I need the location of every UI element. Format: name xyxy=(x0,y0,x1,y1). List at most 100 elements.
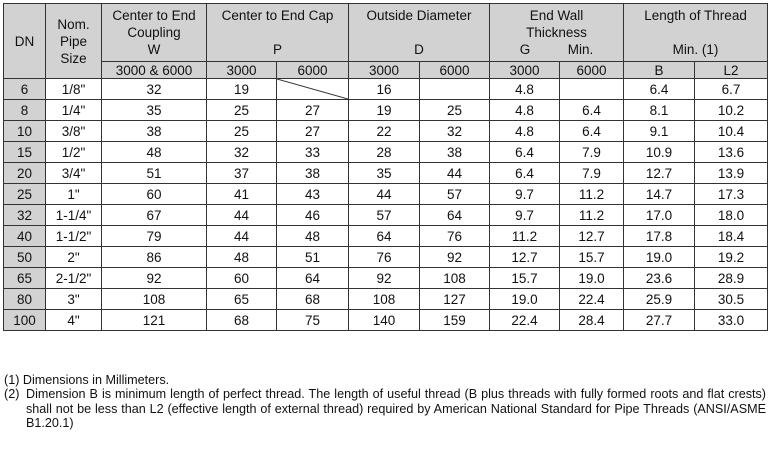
cell-w: 121 xyxy=(101,309,207,331)
cell-d6000: 64 xyxy=(419,204,491,226)
cell-p6000: 27 xyxy=(275,99,350,121)
cell-d6000: 57 xyxy=(419,183,491,205)
header-length-of-thread: Length of Thread Min. (1) xyxy=(623,3,769,62)
cell-w: 108 xyxy=(101,288,207,310)
cell-g6000: 12.7 xyxy=(559,225,625,247)
cell-p6000: 48 xyxy=(275,225,350,247)
cell-l2: 13.9 xyxy=(694,162,769,184)
header-center-to-end-cap: Center to End Cap P xyxy=(205,3,350,62)
cell-p3000: 60 xyxy=(206,267,277,289)
cell-p3000: 19 xyxy=(206,78,277,100)
cell-size: 1/4" xyxy=(45,99,102,121)
subheader-p-6000: 6000 xyxy=(275,61,350,79)
cell-b: 17.0 xyxy=(623,204,696,226)
cell-b: 10.9 xyxy=(623,141,696,163)
table-row: 20 3/4" 51 37 38 35 44 6.4 7.9 12.7 13.9 xyxy=(3,162,769,184)
cell-size: 1-1/4" xyxy=(45,204,102,226)
cell-w: 32 xyxy=(101,78,207,100)
cell-p6000: 64 xyxy=(275,267,350,289)
cell-g3000: 6.4 xyxy=(489,141,561,163)
cell-g6000 xyxy=(559,78,625,100)
cell-w: 86 xyxy=(101,246,207,268)
header-dn: DN xyxy=(3,3,46,79)
subheader-l2: L2 xyxy=(694,61,769,79)
cell-p6000: 43 xyxy=(275,183,350,205)
cell-b: 25.9 xyxy=(623,288,696,310)
cell-dn: 8 xyxy=(3,99,46,121)
cell-l2: 28.9 xyxy=(694,267,769,289)
subheader-d-6000: 6000 xyxy=(419,61,491,79)
table-row: 40 1-1/2" 79 44 48 64 76 11.2 12.7 17.8 18.4 xyxy=(3,225,769,247)
subheader-g-6000: 6000 xyxy=(559,61,625,79)
table-row: 6 1/8" 32 19 16 4.8 6.4 6.7 xyxy=(3,78,769,100)
cell-b: 12.7 xyxy=(623,162,696,184)
cell-p6000: 68 xyxy=(275,288,350,310)
cell-p3000: 65 xyxy=(206,288,277,310)
cell-l2: 18.0 xyxy=(694,204,769,226)
table-row: 32 1-1/4" 67 44 46 57 64 9.7 11.2 17.0 18.0 xyxy=(3,204,769,226)
cell-dn: 65 xyxy=(3,267,46,289)
cell-size: 3/8" xyxy=(45,120,102,142)
cell-d3000: 76 xyxy=(348,246,421,268)
cell-l2: 13.6 xyxy=(694,141,769,163)
cell-w: 92 xyxy=(101,267,207,289)
cell-d6000 xyxy=(419,78,491,100)
cell-g3000: 19.0 xyxy=(489,288,561,310)
cell-g3000: 15.7 xyxy=(489,267,561,289)
cell-l2: 6.7 xyxy=(694,78,769,100)
cell-p6000: 46 xyxy=(275,204,350,226)
footnote-2-number: (2) xyxy=(4,387,20,402)
cell-l2: 10.4 xyxy=(694,120,769,142)
cell-size: 1/2" xyxy=(45,141,102,163)
cell-l2: 18.4 xyxy=(694,225,769,247)
cell-p3000: 68 xyxy=(206,309,277,331)
cell-size: 3" xyxy=(45,288,102,310)
cell-l2: 10.2 xyxy=(694,99,769,121)
cell-p3000: 25 xyxy=(206,99,277,121)
cell-l2: 30.5 xyxy=(694,288,769,310)
cell-size: 4" xyxy=(45,309,102,331)
cell-l2: 19.2 xyxy=(694,246,769,268)
cell-b: 6.4 xyxy=(623,78,696,100)
cell-g3000: 4.8 xyxy=(489,120,561,142)
cell-d6000: 32 xyxy=(419,120,491,142)
cell-d3000: 22 xyxy=(348,120,421,142)
cell-p6000: 75 xyxy=(275,309,350,331)
cell-dn: 25 xyxy=(3,183,46,205)
footnotes: (1) Dimensions in Millimeters. (2) Dimen… xyxy=(4,373,766,430)
table-row: 65 2-1/2" 92 60 64 92 108 15.7 19.0 23.6 28.9 xyxy=(3,267,769,289)
table-row: 25 1" 60 41 43 44 57 9.7 11.2 14.7 17.3 xyxy=(3,183,769,205)
cell-p3000: 32 xyxy=(206,141,277,163)
cell-d6000: 76 xyxy=(419,225,491,247)
cell-p3000: 44 xyxy=(206,204,277,226)
cell-size: 1-1/2" xyxy=(45,225,102,247)
cell-l2: 33.0 xyxy=(694,309,769,331)
header-outside-diameter: Outside Diameter D xyxy=(348,3,491,62)
cell-g3000: 9.7 xyxy=(489,183,561,205)
cell-p3000: 41 xyxy=(206,183,277,205)
cell-p3000: 25 xyxy=(206,120,277,142)
table-row: 8 1/4" 35 25 27 19 25 4.8 6.4 8.1 10.2 xyxy=(3,99,769,121)
cell-d3000: 35 xyxy=(348,162,421,184)
not-applicable-cell xyxy=(275,78,350,100)
cell-d3000: 28 xyxy=(348,141,421,163)
cell-d3000: 57 xyxy=(348,204,421,226)
cell-g6000: 11.2 xyxy=(559,183,625,205)
cell-l2: 17.3 xyxy=(694,183,769,205)
cell-g6000: 7.9 xyxy=(559,141,625,163)
cell-size: 1" xyxy=(45,183,102,205)
cell-g3000: 6.4 xyxy=(489,162,561,184)
cell-w: 51 xyxy=(101,162,207,184)
cell-p3000: 37 xyxy=(206,162,277,184)
footnote-1: (1) Dimensions in Millimeters. xyxy=(4,373,170,387)
cell-d3000: 44 xyxy=(348,183,421,205)
cell-d6000: 108 xyxy=(419,267,491,289)
cell-w: 48 xyxy=(101,141,207,163)
cell-d3000: 108 xyxy=(348,288,421,310)
cell-size: 1/8" xyxy=(45,78,102,100)
cell-g3000: 9.7 xyxy=(489,204,561,226)
cell-g6000: 22.4 xyxy=(559,288,625,310)
cell-size: 3/4" xyxy=(45,162,102,184)
table-row: 10 3/8" 38 25 27 22 32 4.8 6.4 9.1 10.4 xyxy=(3,120,769,142)
subheader-d-3000: 3000 xyxy=(348,61,421,79)
